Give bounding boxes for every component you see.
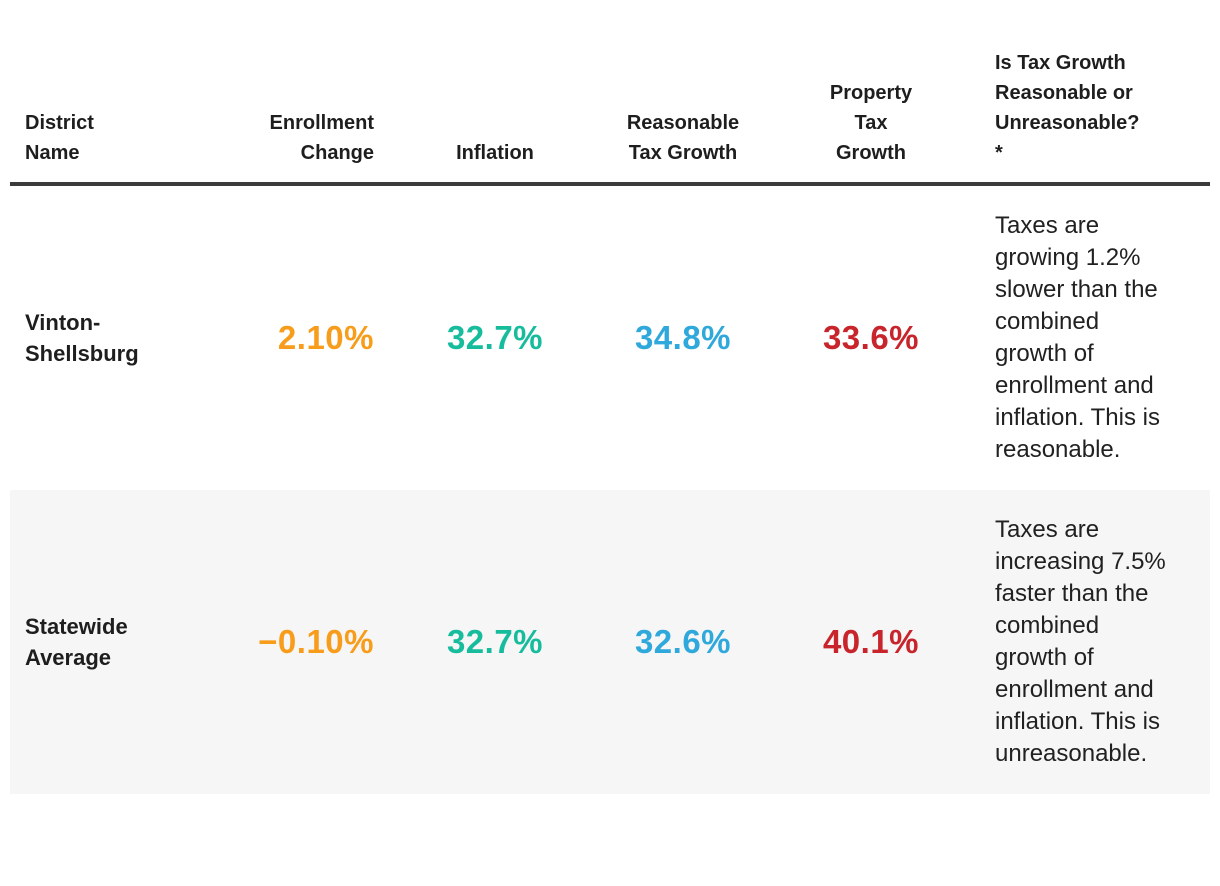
enrollment-change-value: −0.10% xyxy=(200,490,382,794)
district-name-cell: Statewide Average xyxy=(10,490,200,794)
property-tax-growth-value: 40.1% xyxy=(758,490,984,794)
assessment-cell: Taxes are increasing 7.5% faster than th… xyxy=(984,490,1210,794)
enrollment-change-value: 2.10% xyxy=(277,319,374,356)
inflation-value: 32.7% xyxy=(446,319,544,356)
table-row-statewide-average: Statewide Average −0.10% 32.7% 32.6% 40.… xyxy=(10,490,1210,794)
assessment-cell: Taxes are growing 1.2% slower than the c… xyxy=(984,184,1210,490)
reasonable-tax-growth-value: 32.6% xyxy=(608,490,758,794)
reasonable-tax-growth-value: 34.8% xyxy=(634,319,732,356)
property-tax-growth-value: 33.6% xyxy=(822,319,920,356)
tax-growth-table: District Name Enrollment Change Inflatio… xyxy=(10,0,1210,794)
district-name: Vinton-Shellsburg xyxy=(25,310,139,366)
table-row-vinton-shellsburg: Vinton-Shellsburg 2.10% 32.7% 34.8% 33.6… xyxy=(10,184,1210,490)
column-header-district-name: District Name xyxy=(10,0,200,186)
column-header-enrollment-change: Enrollment Change xyxy=(200,0,382,186)
column-header-inflation: Inflation xyxy=(382,0,608,186)
district-name-cell: Vinton-Shellsburg xyxy=(10,184,200,490)
district-name: Statewide Average xyxy=(25,614,128,670)
header-row: District Name Enrollment Change Inflatio… xyxy=(10,0,1210,186)
column-header-assessment: Is Tax Growth Reasonable or Unreasonable… xyxy=(984,0,1210,186)
inflation-value: 32.7% xyxy=(382,490,608,794)
column-header-reasonable-tax-growth: Reasonable Tax Growth xyxy=(608,0,758,186)
assessment-text: Taxes are increasing 7.5% faster than th… xyxy=(995,516,1166,767)
column-header-property-tax-growth: Property Tax Growth xyxy=(758,0,984,186)
assessment-text: Taxes are growing 1.2% slower than the c… xyxy=(995,212,1160,463)
